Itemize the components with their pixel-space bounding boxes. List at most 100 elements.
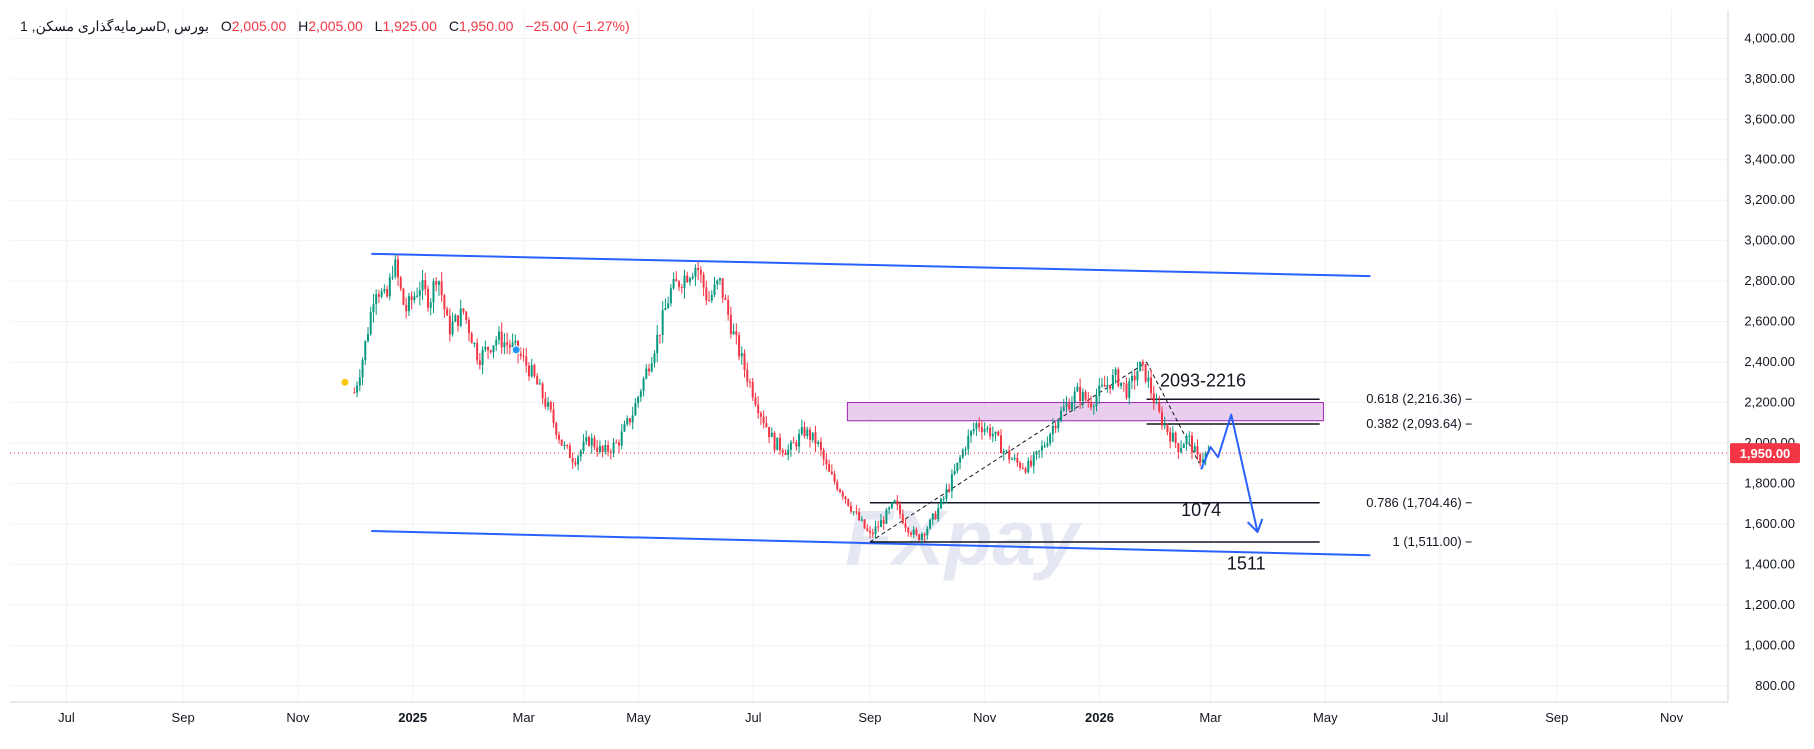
candle-body [833,474,836,482]
candle-body [454,315,457,322]
candle-244 [1019,460,1022,471]
candle-body [822,450,825,460]
candle-53 [497,326,500,345]
candle-body [789,442,792,450]
candle-body [421,280,424,291]
lower-trendline[interactable] [371,530,1371,557]
projection-path[interactable] [1200,413,1259,533]
candle-body [1122,382,1125,384]
candle-body [596,447,599,452]
candle-body [1019,462,1022,468]
candle-body [1098,385,1101,397]
candle-184 [855,505,858,515]
candle-body [798,433,801,447]
candle-228 [975,421,978,437]
candle-8 [375,289,378,315]
candle-body [1180,447,1183,453]
symbol-name[interactable]: سرمایه‌گذاری مسکن, 1D, بورس [20,18,209,34]
candle-body [787,449,790,455]
trendline-layer[interactable] [371,252,1371,557]
candle-203 [907,526,910,537]
candle-body [533,365,536,377]
candle-body [669,288,672,304]
y-tick-1400: 1,400.00 [1744,556,1795,571]
candle-body [675,279,678,282]
candle-body [397,259,400,278]
candle-209 [923,532,926,542]
candle-body [470,333,473,344]
projection-layer[interactable] [1200,413,1264,534]
candle-41 [465,310,468,324]
y-tick-3200: 3,200.00 [1744,192,1795,207]
x-tick-14: Nov [1660,710,1684,725]
candle-body [1155,401,1158,404]
candle-body [459,308,462,326]
candle-body [536,376,539,385]
candle-171 [819,437,822,457]
candle-body [768,426,771,438]
candle-body [672,279,675,289]
candle-216 [942,495,945,505]
candle-125 [694,264,697,287]
candle-182 [849,501,852,514]
candle-130 [708,290,711,302]
x-tick-13: Sep [1545,710,1568,725]
candle-body [1109,384,1112,389]
candle-192 [877,520,880,532]
candle-185 [858,507,861,522]
candle-body [678,281,681,288]
candle-body [1196,446,1199,455]
candle-body [372,304,375,312]
candle-175 [830,464,833,475]
candle-body [863,519,866,529]
markers-layer[interactable] [340,345,521,387]
candle-197 [890,501,893,510]
candle-154 [773,431,776,453]
fib-retracement[interactable]: 0.618 (2,216.36) 0.382 (2,093.64) 0.786 (1… [869,361,1472,549]
candle-body [893,500,896,503]
candle-body [688,278,691,283]
candle-226 [969,430,972,443]
upper-trendline[interactable] [371,252,1371,278]
candle-77 [563,441,566,450]
candle-body [879,520,882,528]
watermark-layer: FXpay [845,493,1083,581]
candle-255 [1049,432,1052,447]
candle-47 [481,346,484,375]
candle-145 [748,378,751,388]
candle-body [950,474,953,492]
candle-157 [781,448,784,457]
candle-173 [825,453,828,470]
candle-body [882,520,885,524]
event-marker-0[interactable] [340,377,350,387]
candle-254 [1046,436,1049,448]
candle-body [899,504,902,515]
last-price-label: 1,950.00 [1740,446,1791,461]
candle-289 [1141,359,1144,372]
candle-201 [901,509,904,525]
candle-body [1030,460,1033,466]
candle-body [1073,391,1076,403]
candle-218 [948,483,951,494]
candle-body [754,397,757,405]
candle-4 [364,340,367,366]
candle-188 [866,524,869,532]
candle-86 [588,435,591,447]
candle-body [975,423,978,429]
candle-body [1188,435,1191,437]
candle-body [538,383,541,385]
candle-body [858,512,861,521]
supply-zone-rect[interactable] [846,402,1324,422]
candle-body [721,278,724,298]
candle-body [1120,382,1123,386]
zone-layer[interactable] [846,402,1324,422]
annotations-layer: 2093-2216 1074 1511 [1160,370,1266,573]
candle-259 [1060,406,1063,423]
low-value: 1,925.00 [382,18,437,34]
event-marker-1[interactable] [511,345,521,355]
candle-131 [710,290,713,303]
candle-84 [582,434,585,454]
candle-121 [683,269,686,299]
